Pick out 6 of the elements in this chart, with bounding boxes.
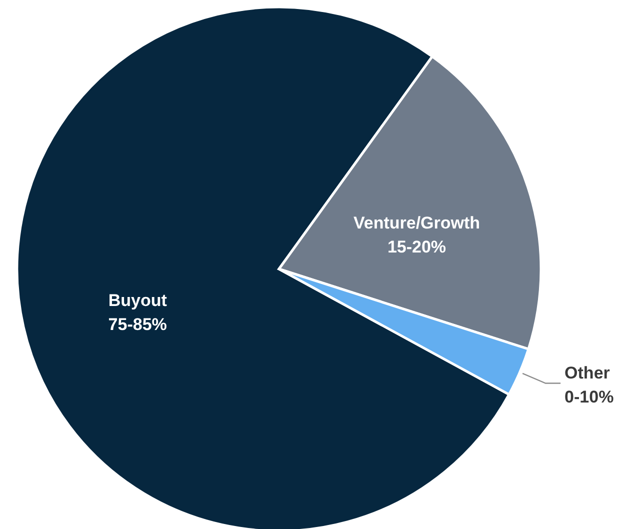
text: 15-20% [387, 238, 446, 257]
slice-label: Buyout [108, 291, 168, 310]
slice-label: Venture/Growth [353, 214, 480, 233]
text: 75-85% [108, 315, 167, 334]
text: 0-10% [564, 387, 614, 406]
slice-label: Other [564, 363, 610, 382]
